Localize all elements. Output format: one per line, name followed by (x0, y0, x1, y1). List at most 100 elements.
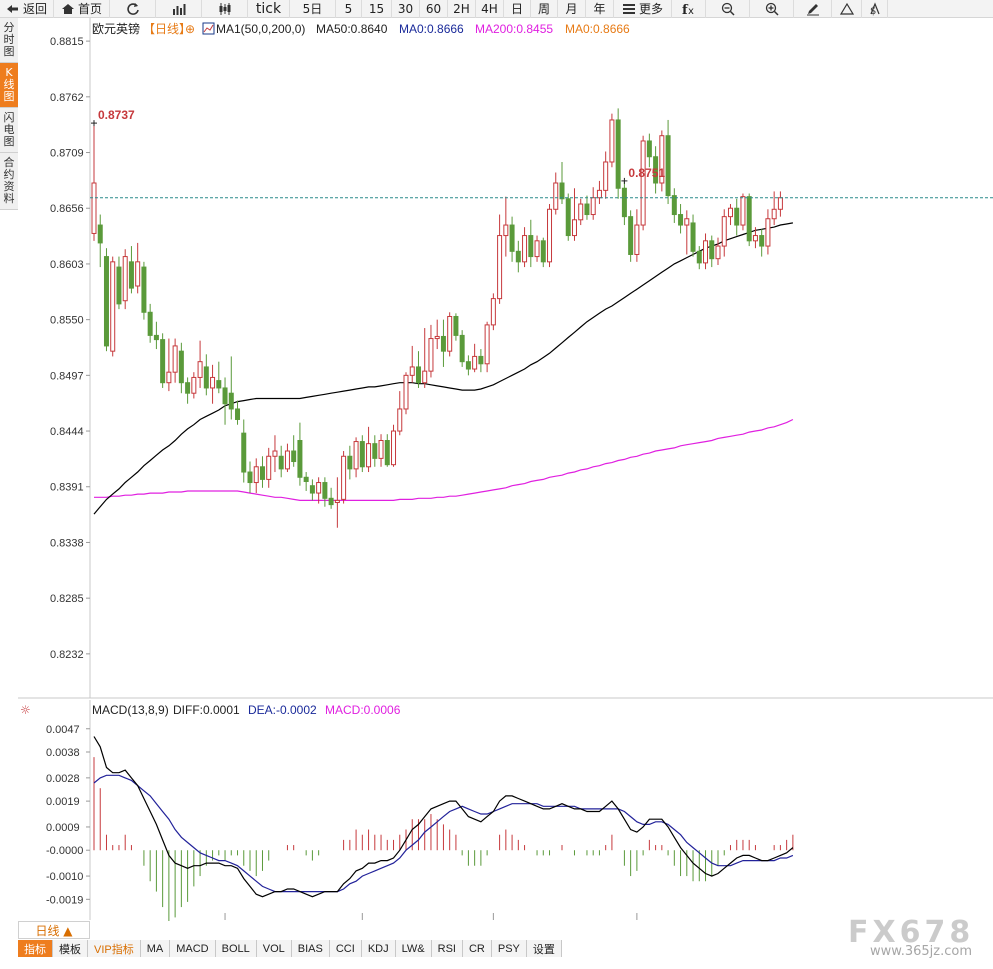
side-tab-3[interactable]: 合 约 资 料 (0, 153, 18, 210)
candle[interactable] (640, 135, 646, 231)
side-tab-2[interactable]: 闪 电 图 (0, 108, 18, 153)
candle[interactable] (690, 214, 696, 257)
candle[interactable] (384, 434, 390, 467)
toolbar-btn-14-button[interactable]: 周 (531, 0, 558, 18)
candle[interactable] (403, 372, 409, 415)
candle[interactable] (135, 242, 141, 294)
candle[interactable] (153, 321, 159, 350)
candle[interactable] (366, 426, 372, 473)
candle[interactable] (141, 261, 147, 320)
candle[interactable] (553, 172, 559, 215)
indicator-tab-1[interactable]: 模板 (53, 940, 88, 957)
toolbar-btn-11-button[interactable]: 2H (448, 0, 476, 18)
candle[interactable] (303, 472, 309, 491)
toolbar-draw-pen-button[interactable] (794, 0, 832, 18)
indicator-tab-9[interactable]: KDJ (361, 940, 396, 957)
toolbar-menu-button[interactable]: 更多 (614, 0, 672, 18)
candle[interactable] (241, 419, 247, 483)
candle[interactable] (347, 445, 353, 480)
candle[interactable] (372, 435, 378, 467)
candle[interactable] (391, 424, 397, 467)
toolbar-home-button[interactable]: 首页 (54, 0, 110, 18)
candle[interactable] (341, 451, 347, 504)
candle[interactable] (228, 356, 234, 420)
candle[interactable] (191, 372, 197, 399)
candle[interactable] (272, 435, 278, 473)
candle[interactable] (166, 338, 172, 392)
candle[interactable] (91, 123, 97, 241)
macd-settings-icon[interactable]: ☼ (20, 703, 31, 717)
candle[interactable] (185, 377, 191, 404)
candle[interactable] (615, 108, 621, 199)
candle[interactable] (696, 246, 702, 270)
candle[interactable] (571, 188, 577, 241)
toolbar-btn-6-button[interactable]: 5日 (290, 0, 336, 18)
candle[interactable] (459, 330, 465, 367)
candle[interactable] (478, 349, 484, 373)
candle[interactable] (334, 477, 340, 528)
price-pane[interactable]: 0.8815 0.8762 0.8709 0.8656 0.8603 0.8550 0.84… (18, 18, 993, 699)
candle[interactable] (110, 256, 116, 357)
candle[interactable] (447, 312, 453, 357)
candle[interactable] (609, 113, 615, 168)
candle[interactable] (703, 233, 709, 270)
candle[interactable] (777, 191, 783, 217)
candle[interactable] (434, 319, 440, 350)
candle[interactable] (628, 210, 634, 262)
candle[interactable] (440, 319, 446, 367)
indicator-tab-14[interactable]: 设置 (526, 940, 562, 957)
candle[interactable] (247, 461, 253, 494)
toolbar-zoom-out-button[interactable] (706, 0, 750, 18)
side-tab-0[interactable]: 分 时 图 (0, 18, 18, 63)
toolbar-candlestick-button[interactable] (202, 0, 248, 18)
candle[interactable] (540, 237, 546, 268)
candle[interactable] (297, 422, 303, 486)
indicator-tab-12[interactable]: CR (462, 940, 492, 957)
candle[interactable] (210, 364, 216, 404)
candle[interactable] (621, 180, 627, 226)
candle[interactable] (684, 210, 690, 255)
candle[interactable] (291, 435, 297, 467)
toolbar-btn-16-button[interactable]: 年 (586, 0, 614, 18)
indicator-tab-11[interactable]: RSI (431, 940, 463, 957)
candle[interactable] (309, 479, 315, 501)
side-tab-1[interactable]: K 线 图 (0, 63, 18, 108)
indicator-tab-10[interactable]: LW& (395, 940, 432, 957)
candle[interactable] (559, 161, 565, 205)
candle[interactable] (721, 209, 727, 257)
toolbar-refresh-button[interactable] (110, 0, 156, 18)
indicator-tab-3[interactable]: MA (140, 940, 171, 957)
indicator-tab-7[interactable]: BIAS (291, 940, 330, 957)
candle[interactable] (103, 248, 109, 352)
candle[interactable] (659, 130, 665, 192)
indicator-tab-6[interactable]: VOL (256, 940, 292, 957)
candle[interactable] (116, 256, 122, 310)
ma-settings-icon[interactable] (202, 22, 215, 35)
candle[interactable] (727, 204, 733, 226)
toolbar-btn-7-button[interactable]: 5 (336, 0, 362, 18)
candle[interactable] (197, 340, 203, 388)
candle[interactable] (497, 214, 503, 304)
toolbar-btn-8-button[interactable]: 15 (362, 0, 392, 18)
candle[interactable] (235, 400, 241, 425)
indicator-tab-13[interactable]: PSY (491, 940, 527, 957)
candle[interactable] (734, 198, 740, 236)
candle[interactable] (653, 146, 659, 194)
chart-area[interactable]: 0.8815 0.8762 0.8709 0.8656 0.8603 0.8550 0.84… (0, 18, 993, 921)
candle[interactable] (122, 249, 128, 310)
candle[interactable] (147, 303, 153, 343)
candle[interactable] (503, 196, 509, 257)
candle[interactable] (528, 219, 534, 268)
candle[interactable] (472, 343, 478, 373)
candle[interactable] (216, 361, 222, 394)
toolbar-btn-5-button[interactable]: tick (248, 0, 290, 18)
candle[interactable] (678, 204, 684, 234)
toolbar-zoom-in-button[interactable] (750, 0, 794, 18)
candle[interactable] (422, 328, 428, 388)
indicator-tab-0[interactable]: 指标 (18, 940, 53, 957)
candle[interactable] (746, 193, 752, 247)
candle[interactable] (509, 216, 515, 262)
candle[interactable] (565, 193, 571, 241)
candle[interactable] (709, 235, 715, 268)
candle[interactable] (490, 293, 496, 331)
